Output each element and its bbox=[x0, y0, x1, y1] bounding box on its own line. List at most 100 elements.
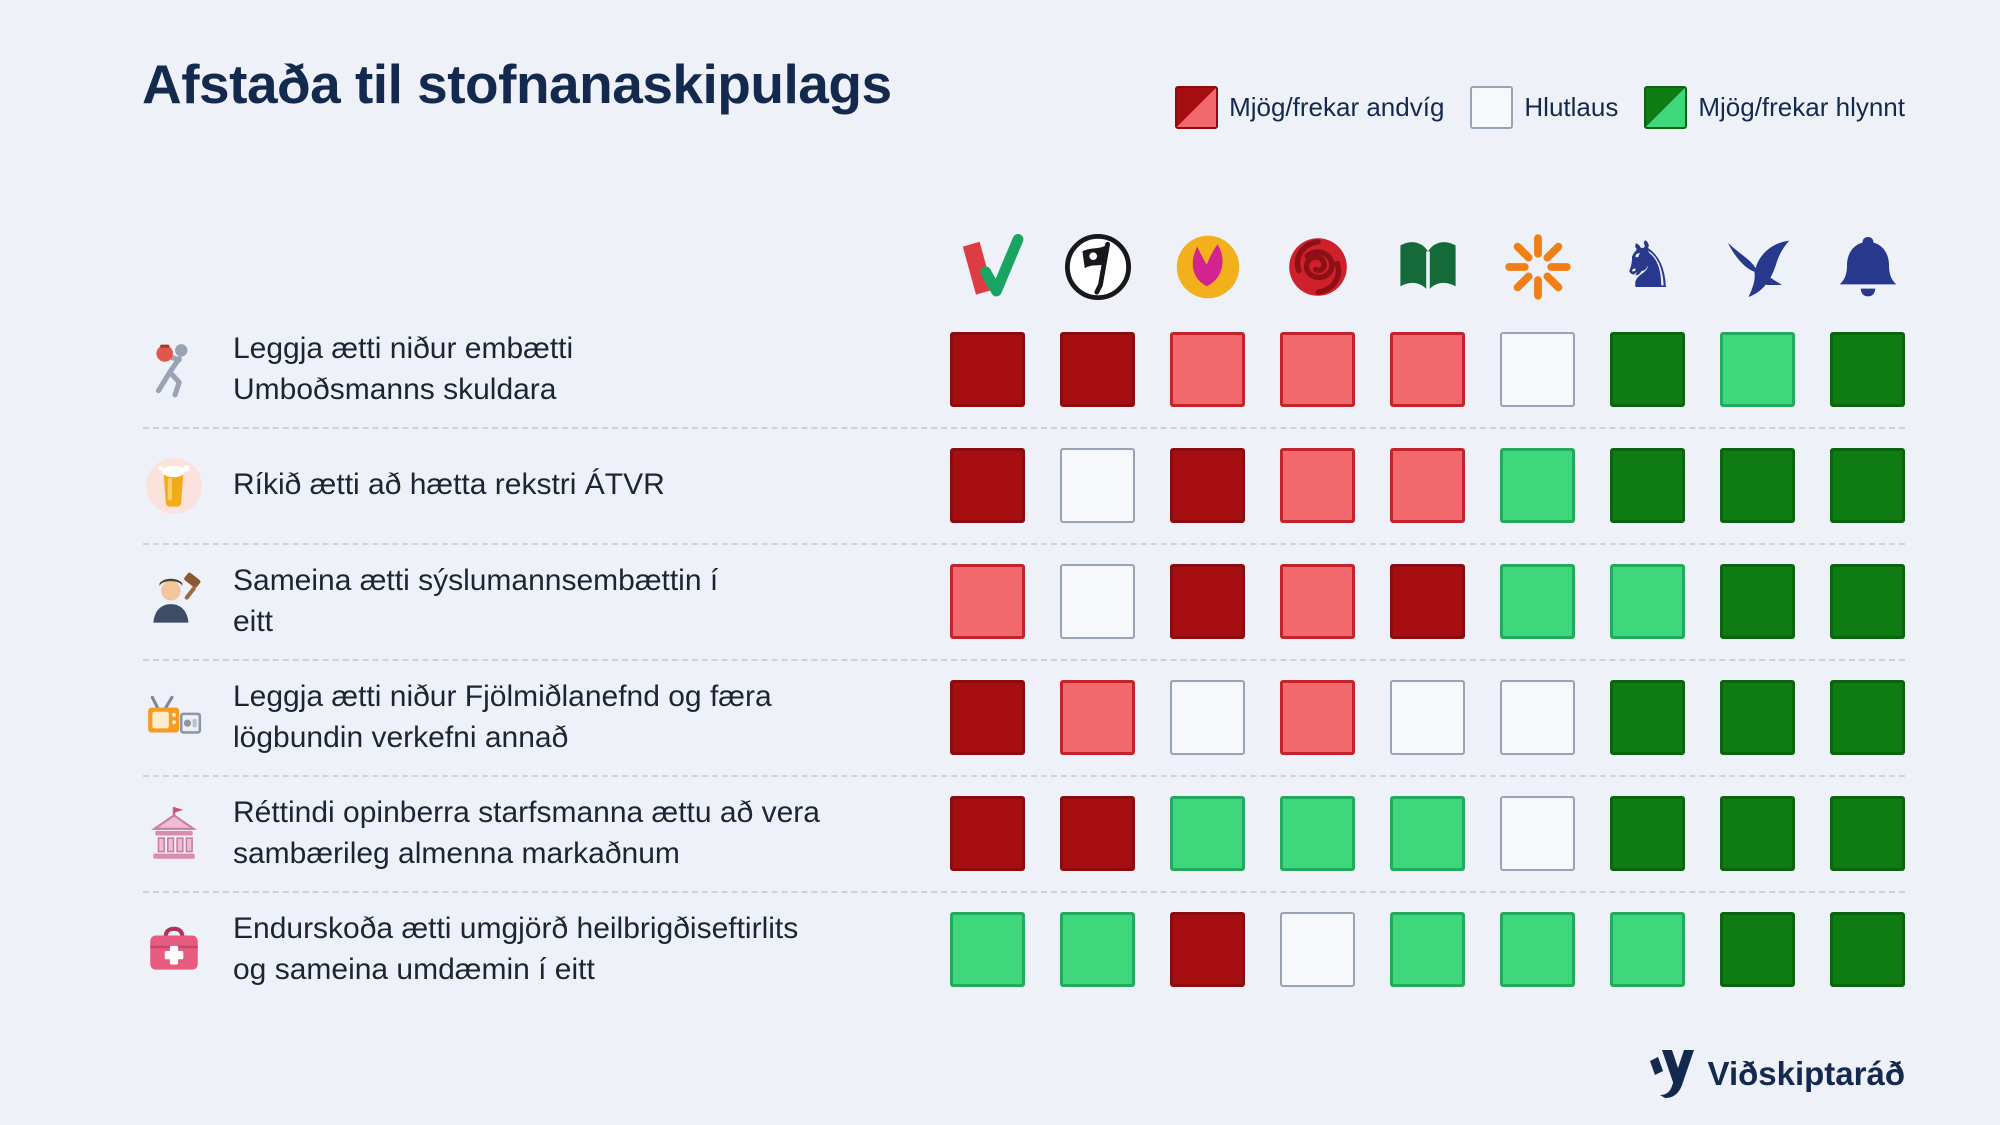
row-separator bbox=[143, 427, 1905, 429]
rose-logo bbox=[1280, 228, 1355, 332]
matrix-cell bbox=[1500, 796, 1575, 871]
starburst-logo bbox=[1500, 228, 1575, 332]
legend-item: Hlutlaus bbox=[1470, 86, 1618, 129]
rearing-horse-logo: ♞ bbox=[1618, 229, 1677, 303]
matrix-table: ♞ Leggja ætti niður embætti Umboðsmanns s… bbox=[143, 228, 1905, 1028]
matrix-cell bbox=[950, 796, 1025, 871]
row-label-cell: Leggja ætti niður embætti Umboðsmanns sk… bbox=[143, 332, 915, 407]
matrix-cell bbox=[1060, 680, 1135, 755]
matrix-cell bbox=[1720, 796, 1795, 871]
matrix-cell bbox=[1830, 448, 1905, 523]
row-separator bbox=[143, 775, 1905, 777]
matrix-cell bbox=[1390, 680, 1465, 755]
matrix-cell bbox=[1390, 448, 1465, 523]
matrix-cell bbox=[1170, 448, 1245, 523]
matrix-cell bbox=[1610, 912, 1685, 987]
matrix-cell bbox=[1720, 680, 1795, 755]
matrix-cell bbox=[1830, 332, 1905, 407]
first-aid-bag-icon bbox=[143, 919, 205, 981]
beer-glass-icon bbox=[143, 455, 205, 517]
matrix-cell bbox=[1610, 332, 1685, 407]
matrix-cell bbox=[1170, 680, 1245, 755]
flag-check-logo bbox=[950, 228, 1025, 332]
matrix-cell bbox=[1610, 680, 1685, 755]
matrix-cell bbox=[1500, 448, 1575, 523]
matrix-cell bbox=[1280, 912, 1355, 987]
legend-label: Mjög/frekar hlynnt bbox=[1698, 92, 1905, 122]
row-label: Leggja ætti niður embætti Umboðsmanns sk… bbox=[233, 332, 574, 406]
matrix-cell bbox=[1280, 564, 1355, 639]
row-label-cell: Endurskoða ætti umgjörð heilbrigðiseftir… bbox=[143, 912, 915, 987]
row-label: Réttindi opinberra starfsmanna ættu að v… bbox=[233, 796, 820, 870]
matrix-cell bbox=[1610, 564, 1685, 639]
running-debtor-icon bbox=[143, 339, 205, 401]
matrix-cell bbox=[1170, 796, 1245, 871]
row-label-cell: Sameina ætti sýslumannsembættin í eitt bbox=[143, 564, 915, 639]
matrix-cell bbox=[1830, 912, 1905, 987]
matrix-cell bbox=[1830, 680, 1905, 755]
open-book-logo bbox=[1390, 228, 1465, 332]
matrix-cell bbox=[1610, 796, 1685, 871]
legend-label: Hlutlaus bbox=[1524, 92, 1619, 122]
page-title: Afstaða til stofnanaskipulags bbox=[142, 53, 892, 115]
matrix-cell bbox=[1060, 796, 1135, 871]
legend-item: Mjög/frekar hlynnt bbox=[1644, 86, 1905, 129]
matrix-cell bbox=[1060, 912, 1135, 987]
matrix-cell bbox=[1500, 680, 1575, 755]
matrix-cell bbox=[1720, 448, 1795, 523]
row-label: Leggja ætti niður Fjölmiðlanefnd og færa… bbox=[233, 680, 772, 754]
row-separator bbox=[143, 543, 1905, 545]
matrix-cell bbox=[1390, 796, 1465, 871]
matrix-cell bbox=[1170, 912, 1245, 987]
matrix-cell bbox=[1060, 564, 1135, 639]
matrix-cell bbox=[950, 680, 1025, 755]
matrix-cell bbox=[950, 332, 1025, 407]
falcon-logo bbox=[1720, 228, 1795, 332]
auctioneer-gavel-icon bbox=[143, 571, 205, 633]
pirate-flag-logo bbox=[1060, 228, 1135, 332]
matrix-cell bbox=[1830, 796, 1905, 871]
legend: Mjög/frekar andvíg Hlutlaus Mjög/frekar hl… bbox=[1175, 86, 1905, 129]
bell-logo bbox=[1830, 228, 1905, 332]
matrix-cell bbox=[1390, 332, 1465, 407]
matrix-cell bbox=[1830, 564, 1905, 639]
legend-item: Mjög/frekar andvíg bbox=[1175, 86, 1444, 129]
brand: Viðskiptaráð bbox=[1649, 1049, 1905, 1099]
matrix-cell bbox=[1500, 912, 1575, 987]
neutral-swatch bbox=[1470, 86, 1514, 129]
row-label: Sameina ætti sýslumannsembættin í eitt bbox=[233, 564, 719, 638]
matrix-cell bbox=[1720, 332, 1795, 407]
row-label: Ríkið ætti að hætta rekstri ÁTVR bbox=[233, 468, 665, 502]
matrix-cell bbox=[1280, 680, 1355, 755]
radio-tv-icon bbox=[143, 687, 205, 749]
matrix-cell bbox=[1390, 912, 1465, 987]
row-label-cell: Ríkið ætti að hætta rekstri ÁTVR bbox=[143, 448, 915, 523]
row-separator bbox=[143, 891, 1905, 893]
government-building-icon bbox=[143, 803, 205, 865]
matrix-cell bbox=[950, 912, 1025, 987]
legend-label: Mjög/frekar andvíg bbox=[1229, 92, 1445, 122]
row-label-cell: Leggja ætti niður Fjölmiðlanefnd og færa… bbox=[143, 680, 915, 755]
matrix-cell bbox=[950, 448, 1025, 523]
for-swatch bbox=[1644, 86, 1688, 129]
matrix-cell bbox=[950, 564, 1025, 639]
matrix-cell bbox=[1500, 564, 1575, 639]
matrix-cell bbox=[1170, 564, 1245, 639]
row-label-cell: Réttindi opinberra starfsmanna ættu að v… bbox=[143, 796, 915, 871]
sun-bird-logo bbox=[1170, 228, 1245, 332]
matrix-cell bbox=[1060, 332, 1135, 407]
matrix-cell bbox=[1280, 448, 1355, 523]
matrix-cell bbox=[1720, 564, 1795, 639]
matrix-cell bbox=[1720, 912, 1795, 987]
matrix-cell bbox=[1170, 332, 1245, 407]
table-corner bbox=[143, 228, 915, 332]
row-separator bbox=[143, 659, 1905, 661]
matrix-cell bbox=[1280, 796, 1355, 871]
matrix-cell bbox=[1610, 448, 1685, 523]
matrix-cell bbox=[1060, 448, 1135, 523]
matrix-cell bbox=[1280, 332, 1355, 407]
vidskiptarad-logo-icon bbox=[1649, 1049, 1695, 1099]
row-label: Endurskoða ætti umgjörð heilbrigðiseftir… bbox=[233, 912, 799, 986]
against-swatch bbox=[1175, 86, 1219, 129]
